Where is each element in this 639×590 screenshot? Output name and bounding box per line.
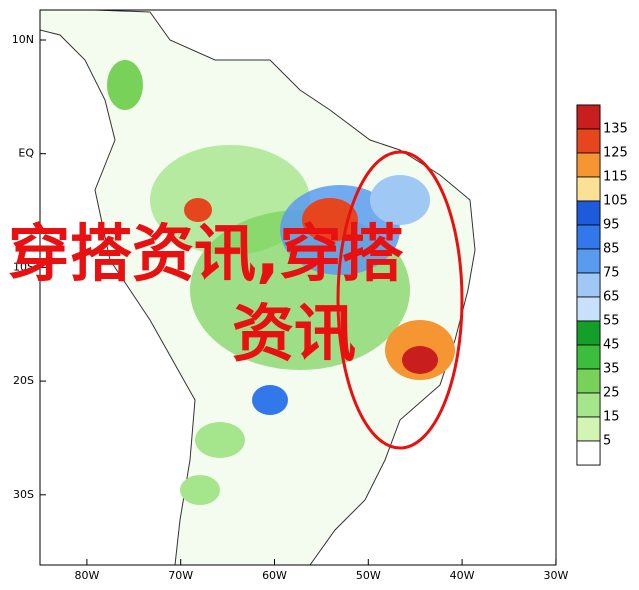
lon-label: 70W	[168, 569, 193, 582]
colorbar-box	[576, 128, 601, 154]
colorbar-label: 5	[603, 434, 611, 449]
colorbar-label: 115	[603, 170, 628, 185]
colorbar-box	[576, 392, 601, 418]
lon-label: 40W	[450, 569, 475, 582]
colorbar-box	[576, 368, 601, 394]
precip-area	[370, 175, 430, 225]
colorbar-label: 125	[603, 146, 628, 161]
colorbar-box	[576, 344, 601, 370]
colorbar-label: 65	[603, 290, 620, 305]
colorbar-label: 85	[603, 242, 620, 257]
colorbar-label: 95	[603, 218, 620, 233]
precip-area	[107, 60, 143, 110]
lon-label: 50W	[356, 569, 381, 582]
highlight-ellipse	[336, 150, 464, 450]
watermark: 穿搭资讯,穿搭	[8, 217, 404, 290]
colorbar-label: 35	[603, 362, 620, 377]
colorbar-label: 45	[603, 338, 620, 353]
colorbar-box	[576, 416, 601, 442]
colorbar-label: 55	[603, 314, 620, 329]
lat-label: 10S	[13, 260, 34, 273]
colorbar-label: 135	[603, 122, 628, 137]
colorbar-box	[576, 152, 601, 178]
lon-label: 80W	[74, 569, 99, 582]
colorbar-label: 105	[603, 194, 628, 209]
precip-area	[184, 198, 212, 222]
colorbar-box	[576, 440, 601, 466]
colorbar-label: 25	[603, 386, 620, 401]
lon-label: 60W	[262, 569, 287, 582]
colorbar-label: 15	[603, 410, 620, 425]
lat-label: 20S	[13, 374, 34, 387]
lat-label: EQ	[18, 147, 34, 160]
lon-label: 30W	[543, 569, 568, 582]
map-frame	[39, 9, 557, 566]
lat-label: 30S	[13, 488, 34, 501]
colorbar-box	[576, 248, 601, 274]
colorbar-box	[576, 224, 601, 250]
colorbar-box	[576, 176, 601, 202]
lat-label: 10N	[12, 33, 34, 46]
map-area	[39, 9, 557, 566]
precip-area	[402, 346, 438, 374]
colorbar-box	[576, 320, 601, 346]
colorbar-box	[576, 104, 601, 130]
watermark: 资讯	[232, 297, 356, 370]
colorbar-box	[576, 272, 601, 298]
precip-area	[180, 475, 220, 505]
colorbar-box	[576, 296, 601, 322]
colorbar-label: 75	[603, 266, 620, 281]
colorbar-box	[576, 200, 601, 226]
precip-area	[195, 422, 245, 458]
precip-area	[252, 385, 288, 415]
